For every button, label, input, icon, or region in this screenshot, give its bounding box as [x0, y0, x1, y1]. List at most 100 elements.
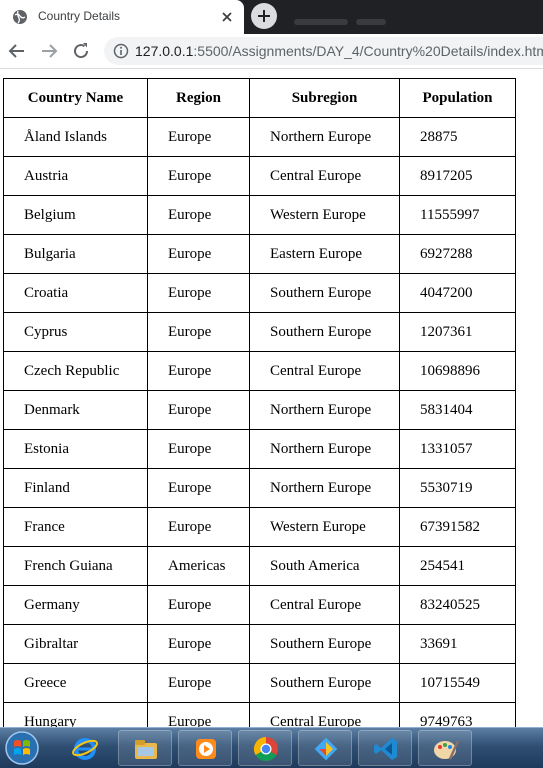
- cell-region: Europe: [147, 312, 250, 352]
- cell-country-name: Germany: [3, 585, 148, 625]
- cell-population: 1331057: [399, 429, 516, 469]
- info-icon[interactable]: [113, 43, 129, 59]
- header-country-name: Country Name: [3, 78, 148, 118]
- cell-country-name: Gibraltar: [3, 624, 148, 664]
- internet-explorer-icon: [72, 738, 98, 760]
- taskbar-item-ie[interactable]: [58, 730, 112, 766]
- git-icon: [314, 737, 338, 761]
- cell-region: Europe: [147, 468, 250, 508]
- tab-strip: Country Details: [0, 0, 543, 34]
- cell-subregion: Northern Europe: [249, 390, 400, 430]
- cell-population: 33691: [399, 624, 516, 664]
- forward-arrow-icon[interactable]: [38, 40, 60, 62]
- cell-population: 10698896: [399, 351, 516, 391]
- cell-population: 28875: [399, 117, 516, 157]
- vscode-icon: [374, 738, 397, 760]
- cell-country-name: Greece: [3, 663, 148, 703]
- table-row: Cyprus Europe Southern Europe 1207361: [3, 312, 516, 352]
- country-table: Country Name Region Subregion Population…: [3, 78, 516, 727]
- cell-subregion: Eastern Europe: [249, 234, 400, 274]
- reload-icon[interactable]: [70, 40, 92, 62]
- cell-country-name: Hungary: [3, 702, 148, 727]
- paint-icon: [434, 740, 460, 760]
- taskbar-item-git[interactable]: [298, 730, 352, 766]
- cell-country-name: Belgium: [3, 195, 148, 235]
- cell-population: 10715549: [399, 663, 516, 703]
- globe-icon: [13, 10, 27, 24]
- address-bar[interactable]: 127.0.0.1:5500/Assignments/DAY_4/Country…: [104, 37, 543, 65]
- media-player-icon: [196, 739, 216, 759]
- taskbar-item-chrome[interactable]: [238, 730, 292, 766]
- cell-country-name: Åland Islands: [3, 117, 148, 157]
- cell-region: Europe: [147, 624, 250, 664]
- table-row: Croatia Europe Southern Europe 4047200: [3, 273, 516, 313]
- taskbar: [0, 727, 543, 768]
- back-arrow-icon[interactable]: [6, 40, 28, 62]
- cell-population: 11555997: [399, 195, 516, 235]
- cell-region: Europe: [147, 702, 250, 727]
- header-population: Population: [399, 78, 516, 118]
- cell-region: Europe: [147, 429, 250, 469]
- cell-population: 6927288: [399, 234, 516, 274]
- cell-country-name: Estonia: [3, 429, 148, 469]
- cell-subregion: Southern Europe: [249, 312, 400, 352]
- table-row: Åland Islands Europe Northern Europe 28875: [3, 117, 516, 157]
- cell-population: 8917205: [399, 156, 516, 196]
- table-row: Germany Europe Central Europe 83240525: [3, 585, 516, 625]
- taskbar-item-paint[interactable]: [418, 730, 472, 766]
- cell-population: 5831404: [399, 390, 516, 430]
- cell-subregion: Central Europe: [249, 156, 400, 196]
- table-row: Czech Republic Europe Central Europe 106988…: [3, 351, 516, 391]
- cell-country-name: Denmark: [3, 390, 148, 430]
- header-region: Region: [147, 78, 250, 118]
- browser-tab[interactable]: Country Details: [0, 0, 244, 34]
- url-text[interactable]: 127.0.0.1:5500/Assignments/DAY_4/Country…: [135, 43, 543, 59]
- cell-subregion: Western Europe: [249, 507, 400, 547]
- close-icon[interactable]: [218, 8, 236, 26]
- cell-subregion: Western Europe: [249, 195, 400, 235]
- table-row: French Guiana Americas South America 254541: [3, 546, 516, 586]
- cell-region: Europe: [147, 117, 250, 157]
- browser-toolbar: 127.0.0.1:5500/Assignments/DAY_4/Country…: [0, 34, 543, 69]
- cell-country-name: French Guiana: [3, 546, 148, 586]
- url-host: 127.0.0.1: [135, 43, 194, 59]
- cell-population: 254541: [399, 546, 516, 586]
- cell-population: 83240525: [399, 585, 516, 625]
- cell-subregion: Central Europe: [249, 585, 400, 625]
- url-path: :5500/Assignments/DAY_4/Country%20Detail…: [193, 43, 543, 59]
- page-content: Country Name Region Subregion Population…: [0, 69, 543, 727]
- cell-region: Americas: [147, 546, 250, 586]
- cell-country-name: Bulgaria: [3, 234, 148, 274]
- cell-population: 1207361: [399, 312, 516, 352]
- cell-population: 5530719: [399, 468, 516, 508]
- taskbar-item-media-player[interactable]: [178, 730, 232, 766]
- cell-region: Europe: [147, 234, 250, 274]
- cell-region: Europe: [147, 390, 250, 430]
- cell-country-name: Croatia: [3, 273, 148, 313]
- table-row: France Europe Western Europe 67391582: [3, 507, 516, 547]
- cell-region: Europe: [147, 195, 250, 235]
- cell-region: Europe: [147, 156, 250, 196]
- table-row: Denmark Europe Northern Europe 5831404: [3, 390, 516, 430]
- cell-subregion: Northern Europe: [249, 429, 400, 469]
- table-row: Estonia Europe Northern Europe 1331057: [3, 429, 516, 469]
- header-subregion: Subregion: [249, 78, 400, 118]
- cell-country-name: Austria: [3, 156, 148, 196]
- cell-subregion: Northern Europe: [249, 117, 400, 157]
- table-row: Greece Europe Southern Europe 10715549: [3, 663, 516, 703]
- table-row: Hungary Europe Central Europe 9749763: [3, 702, 516, 727]
- chrome-icon: [253, 737, 278, 762]
- cell-country-name: Cyprus: [3, 312, 148, 352]
- table-body: Åland Islands Europe Northern Europe 28875 A…: [3, 117, 516, 727]
- cell-population: 67391582: [399, 507, 516, 547]
- cell-region: Europe: [147, 507, 250, 547]
- plus-icon: [258, 10, 270, 22]
- taskbar-item-explorer[interactable]: [118, 730, 172, 766]
- tab-title: Country Details: [38, 9, 121, 23]
- background-tabs: [294, 10, 414, 25]
- table-row: Austria Europe Central Europe 8917205: [3, 156, 516, 196]
- taskbar-item-vscode[interactable]: [358, 730, 412, 766]
- new-tab-button[interactable]: [251, 3, 277, 29]
- cell-subregion: Central Europe: [249, 351, 400, 391]
- start-button-icon[interactable]: [2, 730, 42, 766]
